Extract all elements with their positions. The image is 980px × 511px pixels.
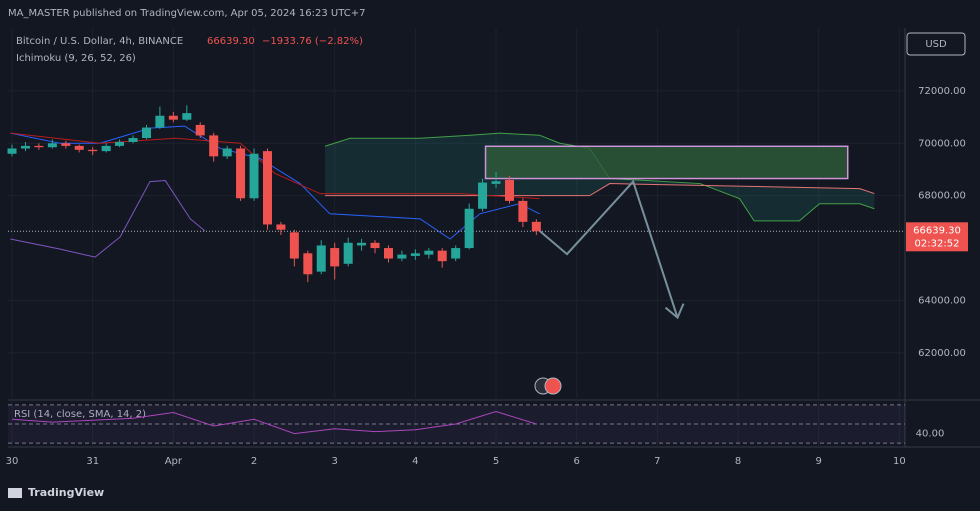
cloud-span — [325, 183, 875, 197]
rsi-title: RSI (14, close, SMA, 14, 2) — [14, 409, 146, 420]
candle-body — [236, 148, 246, 199]
y-tick-label: 68000.00 — [918, 191, 966, 202]
candle-body — [451, 248, 461, 259]
price-tag-label: 66639.30 — [913, 225, 961, 236]
candle-body — [491, 181, 501, 184]
candle-body — [263, 151, 273, 225]
x-tick-label: 4 — [412, 456, 418, 467]
candle-body — [155, 115, 165, 128]
publisher: MA_MASTER published on TradingView.com, … — [8, 8, 365, 19]
indicator: Ichimoku (9, 26, 52, 26) — [16, 53, 136, 64]
x-tick-label: 9 — [816, 456, 822, 467]
candle-body — [168, 115, 178, 120]
candle-body — [7, 148, 17, 154]
price: 66639.30 — [207, 36, 255, 47]
candle-body — [518, 200, 528, 222]
zone-box — [484, 145, 849, 180]
candle-body — [437, 250, 447, 262]
x-tick-label: 10 — [893, 456, 906, 467]
candle-body — [330, 248, 340, 267]
change: −1933.76 (−2.82%) — [262, 36, 363, 47]
candle-body — [182, 113, 192, 120]
candle-body — [222, 148, 232, 157]
x-tick-label: Apr — [165, 456, 183, 467]
candle-body — [424, 250, 434, 255]
candle-body — [397, 254, 407, 259]
x-tick-label: 3 — [332, 456, 338, 467]
candle-body — [316, 245, 326, 272]
rsi-line — [11, 411, 537, 435]
candle-body — [142, 127, 152, 139]
x-tick-label: 8 — [735, 456, 741, 467]
currency[interactable]: USD — [925, 39, 947, 50]
arrow-head — [664, 303, 685, 320]
candle-body — [21, 145, 31, 149]
countdown: 02:32:52 — [915, 238, 960, 249]
candle-body — [289, 232, 299, 259]
x-tick-label: 7 — [654, 456, 660, 467]
x-tick-label: 31 — [86, 456, 99, 467]
candle-body — [74, 145, 84, 150]
candle-body — [128, 138, 138, 142]
brand: TradingView — [28, 486, 104, 499]
candle-body — [410, 253, 420, 256]
candle-body — [209, 135, 219, 157]
candle-body — [383, 248, 393, 259]
candle-body — [343, 242, 353, 264]
currency-button[interactable] — [906, 32, 966, 56]
indicator-line — [10, 125, 540, 240]
price-tag — [906, 222, 968, 252]
rsi-last-label: 40.00 — [916, 429, 945, 440]
candle-body — [464, 208, 474, 249]
y-tick-label: 72000.00 — [918, 86, 966, 97]
candle-body — [195, 124, 205, 136]
indicator-line — [10, 180, 206, 258]
symbol: Bitcoin / U.S. Dollar, 4h, BINANCE — [16, 36, 183, 47]
candle-body — [276, 224, 286, 230]
x-tick-label: 6 — [574, 456, 580, 467]
candle-body — [115, 141, 125, 146]
candle-body — [61, 143, 71, 146]
candle-body — [101, 145, 111, 152]
x-tick-label: 30 — [6, 456, 19, 467]
candle-body — [478, 182, 488, 209]
x-tick-label: 2 — [251, 456, 257, 467]
candle-body — [88, 149, 98, 152]
candle-body — [370, 242, 380, 249]
candle-body — [34, 145, 44, 148]
x-tick-label: 5 — [493, 456, 499, 467]
candle-body — [531, 221, 541, 232]
candle-body — [47, 143, 57, 148]
y-tick-label: 70000.00 — [918, 138, 966, 149]
logo — [8, 488, 22, 498]
event-icon — [534, 377, 562, 395]
y-tick-label: 64000.00 — [918, 295, 966, 306]
candle-body — [504, 179, 514, 201]
candle-body — [357, 242, 367, 246]
projection — [538, 179, 679, 318]
y-tick-label: 62000.00 — [918, 348, 966, 359]
candle-body — [249, 153, 259, 199]
candle-body — [303, 253, 313, 275]
